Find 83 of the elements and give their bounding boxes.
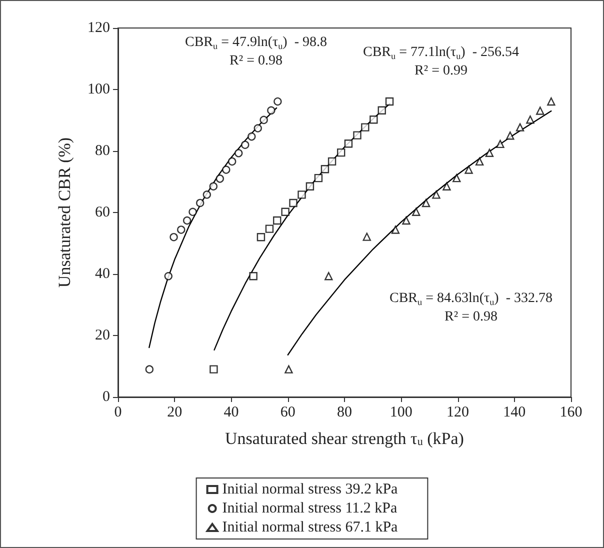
point xyxy=(241,140,250,149)
point xyxy=(412,208,420,216)
point xyxy=(182,216,192,225)
y-tick-label: 120 xyxy=(88,20,110,36)
point xyxy=(249,272,258,280)
point xyxy=(385,97,394,106)
y-axis-title: Unsaturated CBR (%) xyxy=(55,137,74,288)
line-series xyxy=(287,110,552,356)
x-tick-label: 60 xyxy=(280,404,296,420)
legend-label: Initial normal stress 39.2 kPa xyxy=(222,482,398,498)
point xyxy=(475,157,484,166)
point xyxy=(289,198,298,208)
point xyxy=(202,190,211,199)
point xyxy=(228,157,236,166)
point xyxy=(177,226,186,234)
point xyxy=(284,365,293,374)
point xyxy=(234,149,243,158)
y-tick-label: 100 xyxy=(88,82,110,98)
point xyxy=(526,116,534,124)
point xyxy=(496,140,504,148)
point xyxy=(353,131,362,140)
point xyxy=(254,124,262,132)
x-axis-title: Unsaturated shear strength τu (kPa) xyxy=(225,428,464,448)
point xyxy=(422,198,430,208)
point xyxy=(216,174,224,183)
point xyxy=(188,208,197,216)
point xyxy=(267,106,276,115)
y-tick-label: 40 xyxy=(95,266,110,282)
x-tick-label: 0 xyxy=(114,404,122,420)
y-tick-label: 20 xyxy=(95,328,110,344)
point xyxy=(324,272,333,280)
point xyxy=(432,190,440,199)
point xyxy=(362,232,371,241)
x-tick-label: 80 xyxy=(337,404,352,420)
point xyxy=(145,365,154,374)
point xyxy=(170,233,178,242)
point xyxy=(370,116,378,124)
point xyxy=(536,106,544,115)
annotation: R² = 0.99 xyxy=(414,64,468,78)
point xyxy=(274,97,282,106)
point xyxy=(260,116,268,124)
point xyxy=(442,182,451,190)
point xyxy=(452,174,461,182)
x-tick-label: 20 xyxy=(167,404,182,420)
line-series xyxy=(148,107,278,348)
point xyxy=(306,182,314,190)
point xyxy=(361,123,370,132)
x-tick-label: 160 xyxy=(560,404,582,420)
y-tick-label: 0 xyxy=(102,389,110,405)
point xyxy=(320,165,330,174)
point xyxy=(464,166,473,174)
point xyxy=(222,166,230,174)
point xyxy=(281,208,290,216)
x-tick-label: 40 xyxy=(224,404,239,420)
point xyxy=(344,140,353,148)
annotation: R² = 0.98 xyxy=(444,310,498,324)
point xyxy=(314,174,323,182)
x-tick-label: 120 xyxy=(446,404,469,420)
point xyxy=(298,190,306,199)
point xyxy=(516,123,524,132)
x-tick-label: 100 xyxy=(390,404,412,420)
point xyxy=(256,233,266,242)
point xyxy=(391,226,400,234)
point xyxy=(248,132,256,141)
point xyxy=(164,272,172,280)
point xyxy=(328,157,336,166)
point xyxy=(196,198,204,208)
point xyxy=(209,182,218,190)
point xyxy=(547,97,556,106)
legend-label: Initial normal stress 11.2 kPa xyxy=(222,500,398,516)
point xyxy=(378,106,386,115)
annotation: R² = 0.98 xyxy=(230,54,282,68)
y-tick-label: 80 xyxy=(95,143,110,159)
legend-label: Initial normal stress 67.1 kPa xyxy=(222,520,398,536)
point xyxy=(506,132,514,140)
point xyxy=(402,216,410,225)
x-tick-label: 140 xyxy=(503,404,526,420)
point xyxy=(337,148,346,157)
point xyxy=(273,216,282,225)
point xyxy=(210,365,218,374)
y-tick-label: 60 xyxy=(95,204,110,220)
point xyxy=(265,224,274,233)
point xyxy=(485,148,494,157)
